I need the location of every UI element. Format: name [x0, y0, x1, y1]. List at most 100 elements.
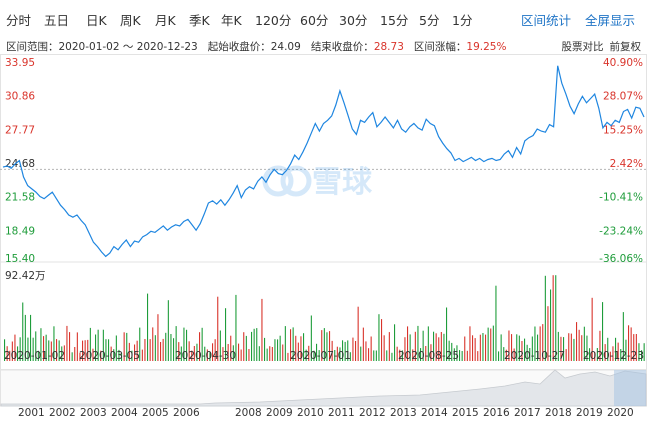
volume-bar — [386, 350, 388, 361]
volume-bar — [591, 297, 593, 361]
volume-bar — [136, 340, 138, 361]
volume-bar — [417, 325, 419, 361]
volume-bar — [128, 342, 130, 361]
year-label: 2005 — [142, 407, 169, 419]
volume-bar — [347, 340, 349, 361]
forward-adjust-button[interactable]: 前复权 — [609, 41, 642, 53]
tab-five-day[interactable]: 五日 — [44, 13, 70, 28]
x-tick-label: 2020-04-30 — [175, 350, 236, 362]
volume-bar — [334, 350, 336, 361]
overview-navigator[interactable]: 2001 2002 2003 2004 2005 2006 2008 2009 2010 2011… — [0, 369, 647, 419]
volume-bar — [615, 337, 617, 361]
volume-bar — [485, 334, 487, 361]
volume-bar — [589, 348, 591, 361]
year-label: 2015 — [452, 407, 479, 419]
tab-1min[interactable]: 1分 — [452, 13, 473, 28]
volume-bar — [643, 343, 645, 361]
tab-15min[interactable]: 15分 — [380, 13, 409, 28]
volume-bar — [370, 336, 372, 361]
tab-30min[interactable]: 30分 — [339, 13, 368, 28]
volume-bar — [76, 332, 78, 361]
volume-bar — [578, 329, 580, 361]
volume-bar — [518, 335, 520, 361]
pct-tick-label: -23.24% — [599, 225, 643, 237]
volume-bar — [173, 338, 175, 361]
volume-bar — [225, 308, 227, 361]
volume-bar — [391, 352, 393, 361]
volume-bar — [516, 334, 518, 361]
volume-bar — [407, 326, 409, 361]
volume-bar — [576, 322, 578, 361]
volume-bar — [511, 334, 513, 361]
volume-bar — [303, 333, 305, 361]
y-tick-label: 15.40 — [5, 253, 35, 265]
volume-bar — [609, 351, 611, 361]
volume-bar — [178, 342, 180, 361]
x-tick-label: 2020-03-05 — [79, 350, 140, 362]
volume-bar — [199, 332, 201, 361]
tab-5min[interactable]: 5分 — [419, 13, 440, 28]
volume-bar — [126, 332, 128, 361]
y-axis-right: 40.90% 28.07% 15.25% 2.42% -10.41% -23.24% -36… — [599, 57, 643, 265]
y-tick-label: 30.86 — [5, 91, 35, 103]
tab-120min[interactable]: 120分 — [255, 13, 292, 28]
volume-bar — [336, 346, 338, 361]
range-change-value: 19.25% — [466, 41, 507, 53]
volume-bar — [495, 285, 497, 361]
volume-bar — [547, 306, 549, 361]
pct-tick-label: -36.06% — [599, 253, 643, 265]
volume-bar — [313, 350, 315, 361]
tab-weekly-k[interactable]: 周K — [120, 13, 141, 28]
volume-bar — [503, 347, 505, 361]
x-tick-label: 2020-01-02 — [4, 350, 65, 362]
volume-bar — [71, 352, 73, 361]
volume-bar — [115, 335, 117, 361]
range-stats-link[interactable]: 区间统计 — [521, 13, 572, 28]
volume-bar — [583, 326, 585, 361]
year-label: 2016 — [483, 407, 510, 419]
tab-daily-k[interactable]: 日K — [86, 13, 107, 28]
price-line — [2, 65, 645, 258]
tab-quarterly-k[interactable]: 季K — [189, 13, 210, 28]
tab-monthly-k[interactable]: 月K — [155, 13, 176, 28]
volume-bar — [183, 327, 185, 361]
stock-compare-button[interactable]: 股票对比 — [561, 41, 604, 53]
volume-bar — [430, 344, 432, 361]
volume-bar — [339, 347, 341, 361]
year-label: 2002 — [49, 407, 76, 419]
volume-bar — [292, 327, 294, 361]
volume-bar — [66, 325, 68, 361]
volume-bar — [30, 314, 32, 361]
fullscreen-link[interactable]: 全屏显示 — [585, 13, 636, 28]
volume-bar — [318, 350, 320, 361]
tab-yearly-k[interactable]: 年K — [221, 13, 242, 28]
pct-tick-label: -10.41% — [599, 192, 643, 204]
watermark-text: 雪球 — [312, 165, 373, 200]
volume-bar — [633, 334, 635, 361]
volume-bar — [193, 346, 195, 361]
volume-bar — [63, 345, 65, 361]
tab-minute[interactable]: 分时 — [6, 13, 32, 28]
toolbar-links: 股票对比 前复权 — [556, 39, 642, 54]
volume-bar — [269, 346, 271, 361]
volume-bar — [331, 340, 333, 361]
volume-bar — [258, 346, 260, 361]
volume-bar — [628, 325, 630, 361]
volume-bar — [349, 352, 351, 361]
volume-bar — [586, 335, 588, 361]
volume-bar — [446, 307, 448, 361]
volume-bar — [604, 344, 606, 361]
navigator-selection-handle[interactable] — [614, 370, 646, 406]
volume-bar — [134, 344, 136, 361]
end-close-value: 28.73 — [373, 41, 404, 53]
tab-60min[interactable]: 60分 — [300, 13, 329, 28]
y-tick-label: 21.58 — [5, 192, 35, 204]
volume-bar — [118, 349, 120, 361]
volume-bar — [204, 346, 206, 361]
volume-bar — [40, 328, 42, 361]
volume-bar — [500, 334, 502, 361]
volume-bar — [433, 331, 435, 361]
volume-bar — [165, 332, 167, 361]
volume-bar — [48, 340, 50, 361]
